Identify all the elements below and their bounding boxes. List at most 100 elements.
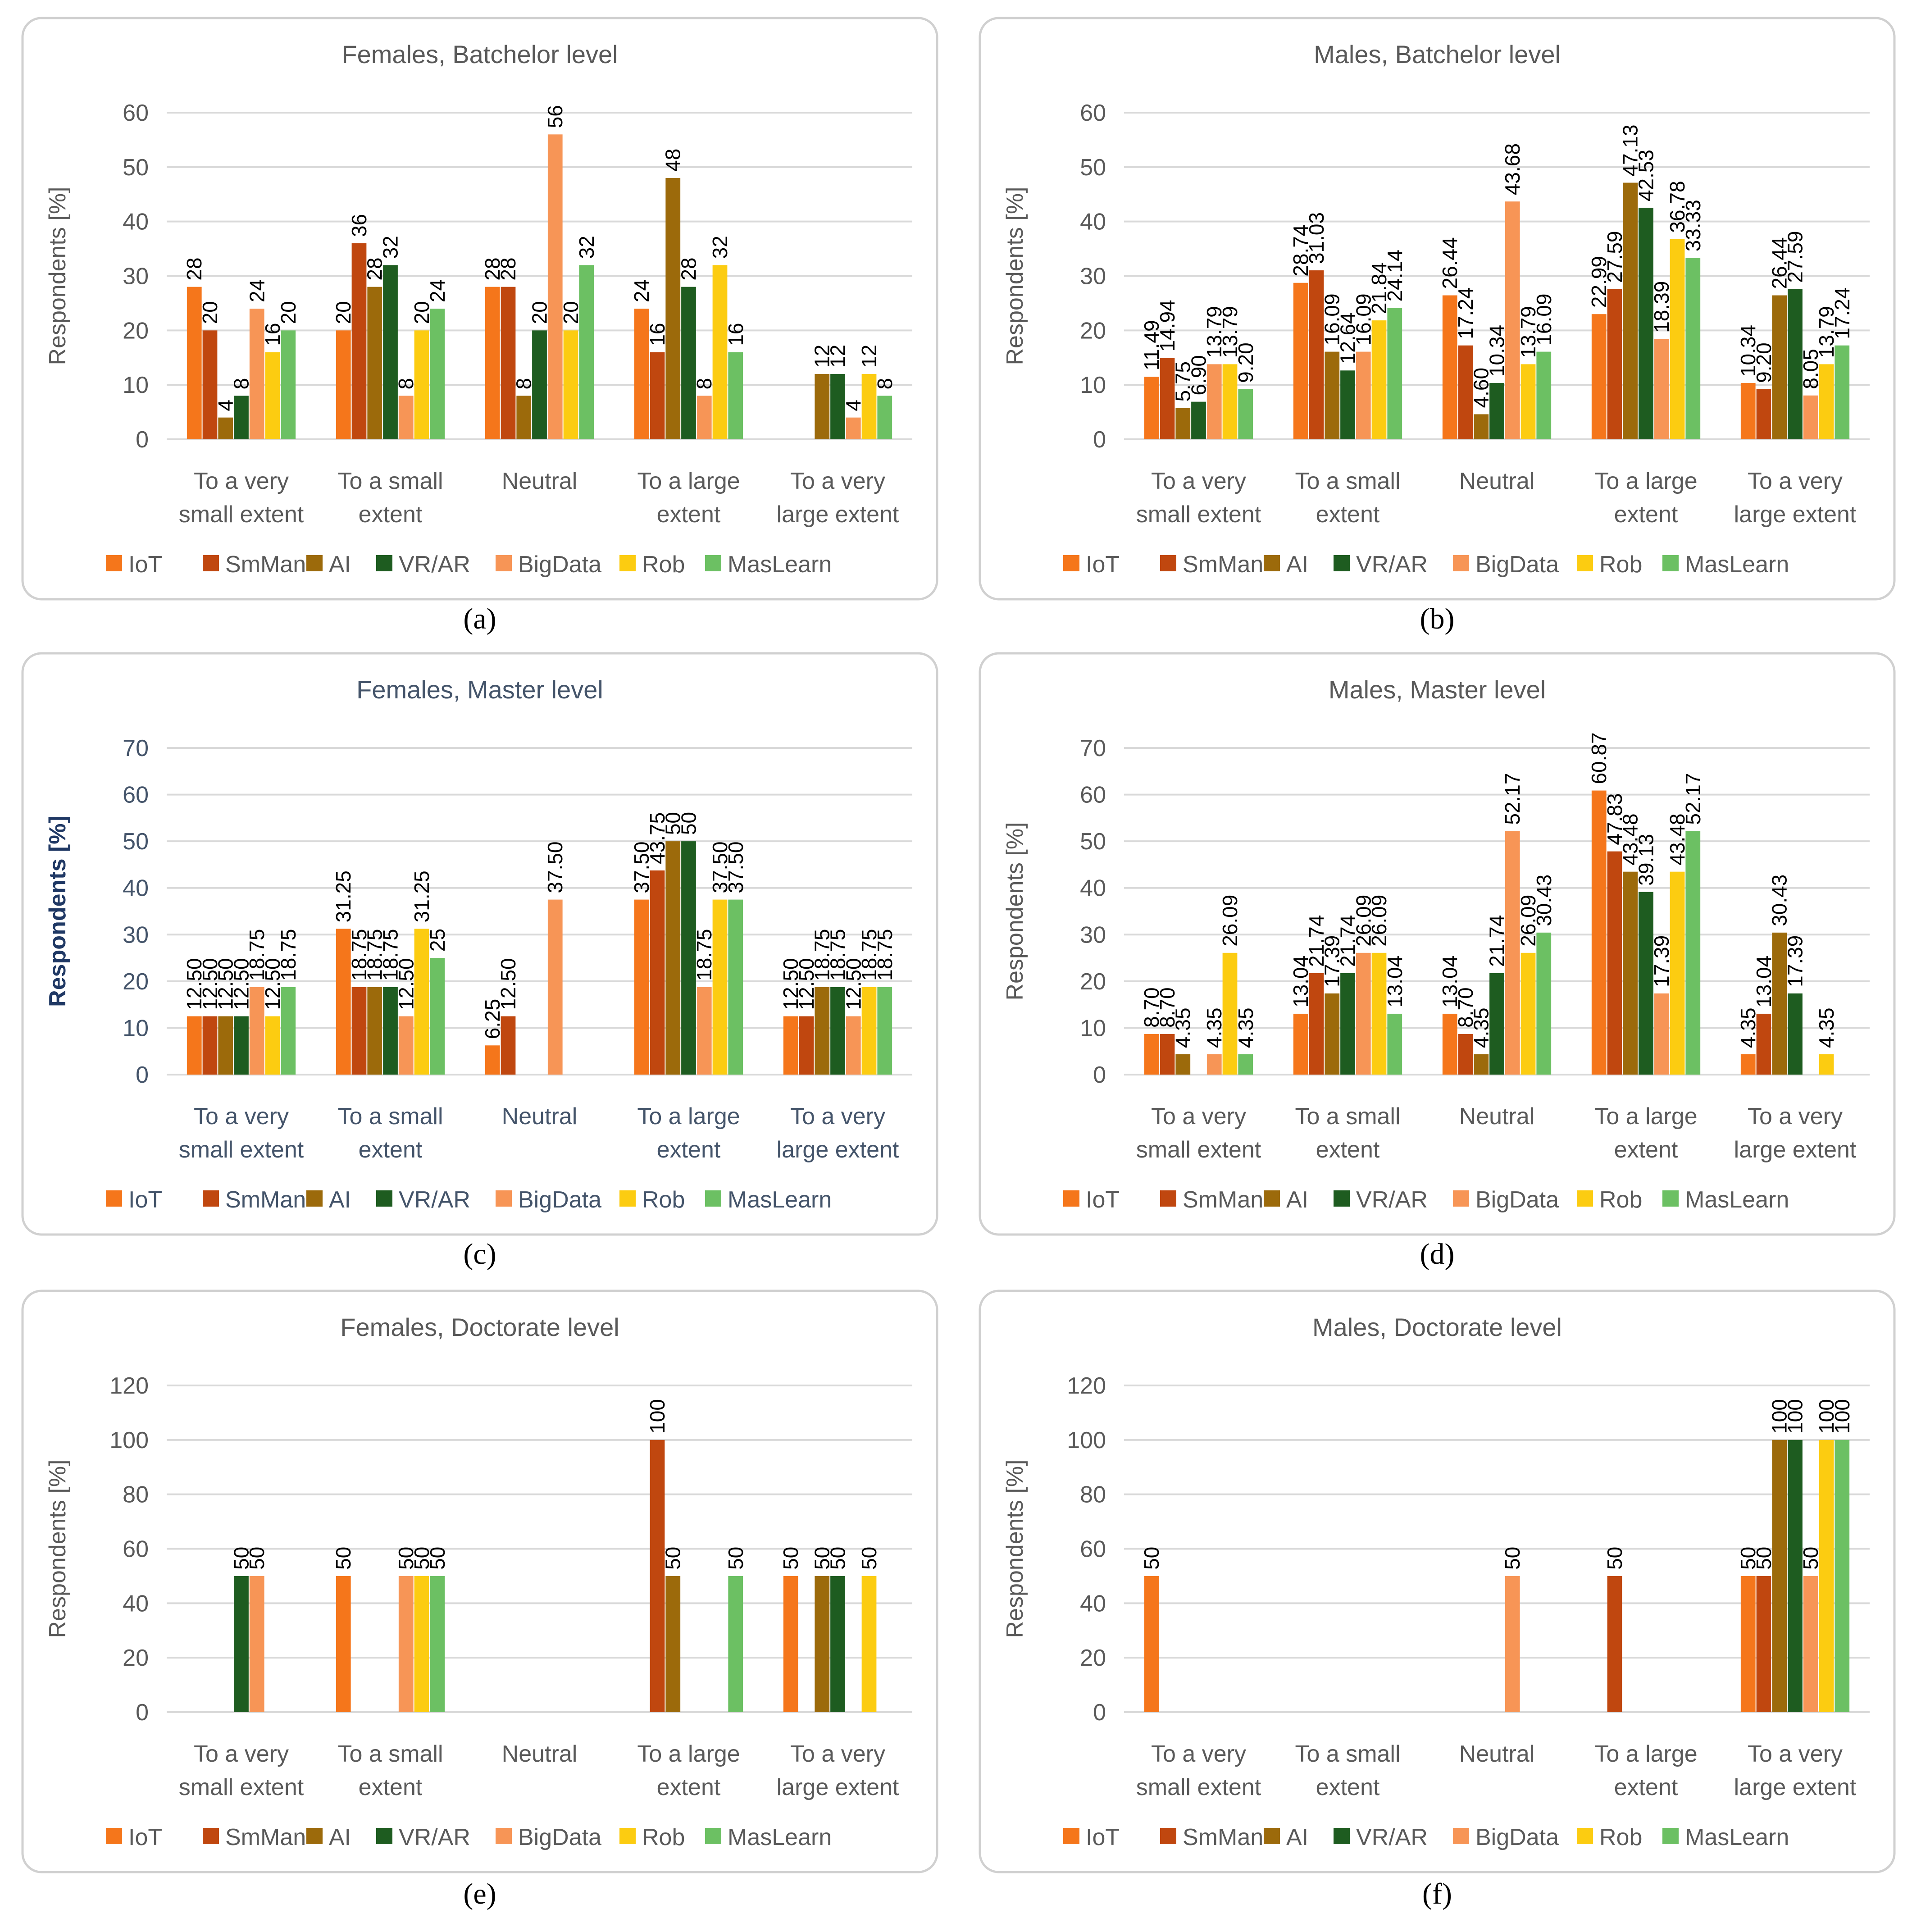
legend-label: AI xyxy=(1286,1187,1308,1213)
legend-label: VR/AR xyxy=(1356,551,1428,578)
legend-label: BigData xyxy=(1475,1187,1559,1213)
bar-smman xyxy=(1309,270,1324,439)
panel-caption: (e) xyxy=(463,1877,496,1910)
panel-caption: (a) xyxy=(463,602,496,635)
bar-ai xyxy=(815,1576,830,1712)
legend-swatch-iot xyxy=(1063,555,1079,571)
bar-iot xyxy=(1591,790,1607,1075)
legend-label: VR/AR xyxy=(1356,1187,1428,1213)
panel-frame xyxy=(21,1290,938,1873)
data-label: 4 xyxy=(214,400,237,411)
data-label: 47.83 xyxy=(1603,793,1626,845)
category-label-line: small extent xyxy=(179,1774,304,1800)
data-label: 18.75 xyxy=(826,929,850,981)
bar-rob xyxy=(1670,871,1685,1075)
category-label-line: Neutral xyxy=(1459,468,1535,494)
y-tick-label: 0 xyxy=(1093,1062,1106,1088)
category-label: To a small extent xyxy=(337,1103,443,1163)
legend-label: IoT xyxy=(1086,551,1120,578)
bar-ai xyxy=(1772,295,1787,439)
category-label-line: Neutral xyxy=(502,468,578,494)
data-label: 20 xyxy=(198,301,222,324)
legend-swatch-ai xyxy=(1264,1190,1280,1207)
data-label: 32 xyxy=(575,236,598,259)
data-label: 12 xyxy=(810,345,834,368)
data-label: 50 xyxy=(426,1547,449,1570)
category-label-line: To a very xyxy=(1748,1741,1843,1767)
legend-swatch-maslearn xyxy=(705,555,721,571)
data-label: 6.90 xyxy=(1187,355,1211,396)
category-label-line: To a large xyxy=(637,468,740,494)
data-label: 16 xyxy=(646,323,669,346)
category-label-line: large extent xyxy=(1734,1774,1857,1800)
legend-swatch-iot xyxy=(106,555,122,571)
bar-vr-ar xyxy=(1639,892,1653,1075)
data-label: 12.50 xyxy=(214,958,237,1010)
category-label-line: To a very xyxy=(194,1741,289,1767)
y-tick-label: 60 xyxy=(1080,100,1106,126)
data-label: 16 xyxy=(724,323,747,346)
data-label: 50 xyxy=(332,1547,355,1570)
bar-ai xyxy=(1474,414,1489,439)
panel-caption: (b) xyxy=(1420,602,1455,635)
bar-smman xyxy=(202,330,218,439)
bar-iot xyxy=(1740,1576,1756,1712)
data-label: 17.39 xyxy=(1784,935,1807,987)
legend-swatch-iot xyxy=(1063,1190,1079,1207)
data-label: 39.13 xyxy=(1634,834,1658,886)
legend-swatch-smman xyxy=(203,1828,219,1844)
data-label: 50 xyxy=(410,1547,433,1570)
category-label: To a very large extent xyxy=(777,1103,899,1163)
data-label: 12.50 xyxy=(182,958,206,1010)
chart-title: Females, Doctorate level xyxy=(340,1313,619,1341)
bar-vr-ar xyxy=(1340,973,1355,1075)
bar-rob xyxy=(1222,952,1238,1075)
bar-maslearn xyxy=(1536,351,1552,439)
data-label: 50 xyxy=(810,1547,834,1570)
bar-smman xyxy=(1756,1576,1771,1712)
bar-ai xyxy=(516,396,532,439)
legend-swatch-rob xyxy=(619,555,636,571)
category-label: Neutral xyxy=(502,468,578,494)
bar-ai xyxy=(1325,993,1340,1075)
bar-vr-ar xyxy=(1788,289,1803,439)
bar-ai xyxy=(1325,351,1340,439)
data-label: 4.35 xyxy=(1171,1007,1195,1048)
category-label: To a very small extent xyxy=(179,1103,304,1163)
data-label: 32 xyxy=(379,236,402,259)
y-tick-label: 50 xyxy=(123,829,149,855)
data-label: 20 xyxy=(410,301,433,324)
data-label: 50 xyxy=(1501,1547,1524,1570)
data-label: 43.68 xyxy=(1501,143,1524,195)
legend-swatch-iot xyxy=(1063,1828,1079,1844)
data-label: 12.50 xyxy=(394,958,418,1010)
bar-iot xyxy=(783,1576,798,1712)
data-label: 33.33 xyxy=(1681,200,1705,251)
bar-smman xyxy=(1756,389,1771,439)
category-label: To a very small extent xyxy=(1136,1103,1261,1163)
data-label: 50 xyxy=(724,1547,747,1570)
bar-iot xyxy=(336,330,351,439)
bar-rob xyxy=(1670,239,1685,439)
bar-iot xyxy=(1144,377,1159,439)
category-label: To a large extent xyxy=(637,468,740,528)
legend-label: AI xyxy=(1286,551,1308,578)
legend-label: MasLearn xyxy=(728,1824,832,1850)
legend-label: IoT xyxy=(1086,1187,1120,1213)
data-label: 50 xyxy=(230,1547,253,1570)
category-label-line: To a very xyxy=(1151,1103,1246,1130)
bar-maslearn xyxy=(1536,932,1552,1075)
data-label: 8 xyxy=(692,378,716,390)
bar-maslearn xyxy=(728,899,743,1075)
data-label: 36.78 xyxy=(1666,181,1689,232)
legend-label: Rob xyxy=(642,551,685,578)
category-label: To a large extent xyxy=(1594,1103,1697,1163)
bar-ai xyxy=(367,987,382,1075)
legend-label: SmMan xyxy=(1183,1187,1263,1213)
bar-smman xyxy=(501,287,516,439)
data-label: 17.39 xyxy=(1320,935,1344,987)
y-tick-label: 10 xyxy=(123,1015,149,1041)
bar-maslearn xyxy=(430,958,445,1075)
category-label-line: Neutral xyxy=(1459,1741,1535,1767)
data-label: 20 xyxy=(277,301,300,324)
